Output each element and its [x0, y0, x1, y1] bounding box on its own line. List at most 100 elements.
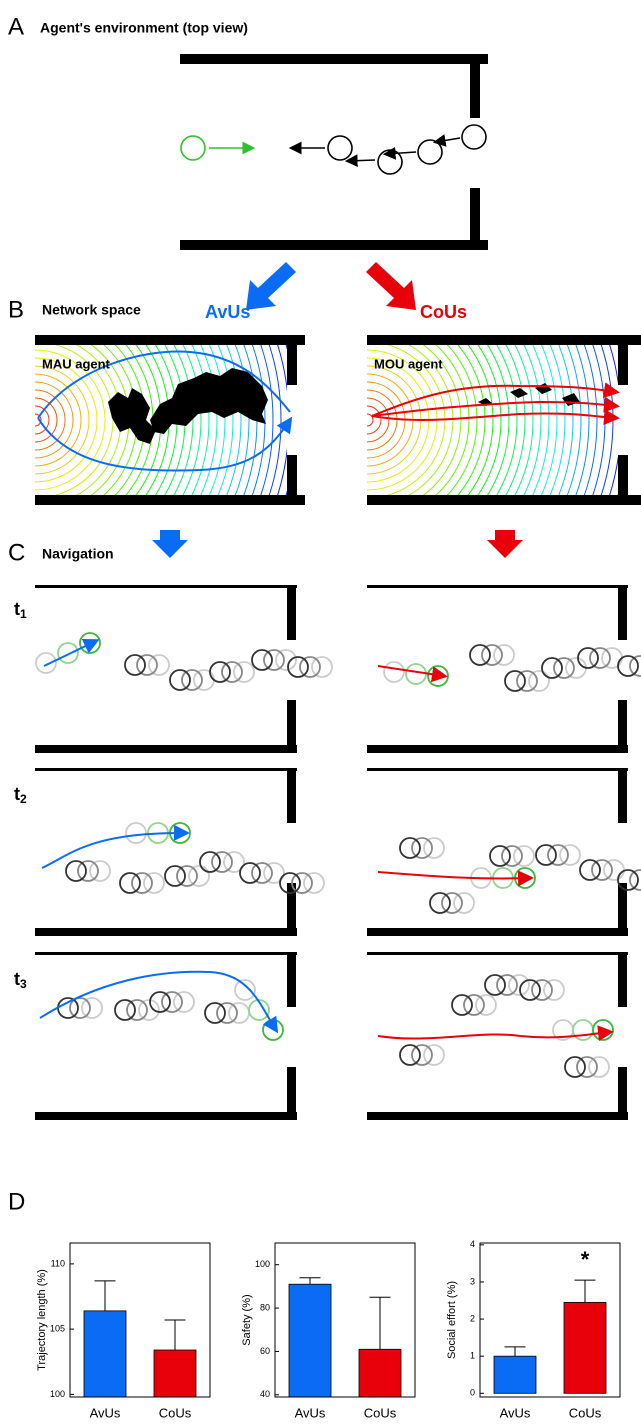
panel-letter: C: [8, 539, 25, 566]
y-tick-label: 1: [470, 1351, 475, 1361]
agent: [181, 669, 203, 691]
contour: [367, 397, 390, 443]
contour: [35, 389, 66, 451]
agent: [303, 872, 325, 894]
agent: [481, 644, 503, 666]
agent: [279, 872, 301, 894]
contour: [191, 345, 210, 495]
agent: [572, 1019, 594, 1041]
agent: [287, 656, 309, 678]
panel-title: Network space: [42, 302, 141, 318]
y-tick-label: 40: [260, 1389, 270, 1399]
agent: [57, 997, 79, 1019]
agent: [617, 655, 639, 677]
contour: [558, 345, 574, 495]
y-tick-label: 60: [260, 1346, 270, 1356]
wall: [287, 585, 296, 640]
agent: [411, 837, 433, 859]
wall: [367, 952, 628, 955]
agent: [173, 991, 195, 1013]
agent: [221, 661, 243, 683]
network-walls: [35, 335, 641, 505]
contour: [367, 389, 398, 451]
agent: [161, 991, 183, 1013]
bar: [358, 1348, 402, 1398]
condition-label: AvUs: [205, 302, 250, 322]
time-step: t3: [14, 969, 27, 991]
agent: [119, 872, 141, 894]
agent: [164, 865, 186, 887]
time-base: t: [14, 969, 20, 989]
condition-label: CoUs: [420, 302, 467, 322]
agent: [601, 647, 623, 669]
wall: [35, 585, 297, 588]
agent: [531, 979, 553, 1001]
x-tick-label: AvUs: [90, 1405, 121, 1420]
bar: [153, 1349, 197, 1398]
agent: [239, 862, 261, 884]
agent: [565, 657, 587, 679]
agent: [399, 837, 421, 859]
y-tick-label: 80: [260, 1302, 270, 1312]
trajectories: [37, 350, 620, 472]
contour: [367, 381, 406, 459]
agent: [508, 974, 530, 996]
contour: [575, 345, 590, 495]
y-tick-label: 0: [470, 1388, 475, 1398]
bar: [493, 1355, 537, 1394]
contour: [54, 345, 114, 495]
x-tick-label: CoUs: [569, 1405, 602, 1420]
agent: [489, 845, 511, 867]
x-tick-label: CoUs: [159, 1405, 192, 1420]
agent: [291, 872, 313, 894]
agent: [591, 859, 613, 881]
y-tick-label: 3: [470, 1276, 475, 1286]
panel-letter: A: [8, 13, 24, 40]
time-base: t: [14, 784, 20, 804]
agent: [577, 647, 599, 669]
contour: [367, 405, 382, 435]
contour: [486, 345, 510, 495]
agents: [180, 124, 487, 175]
agent: [299, 656, 321, 678]
obstacles: [108, 368, 580, 444]
ego-path: [377, 1025, 614, 1042]
contour: [505, 345, 526, 495]
agent: [114, 999, 136, 1021]
agent: [423, 837, 445, 859]
contour: [35, 373, 82, 467]
x-tick-label: AvUs: [295, 1405, 326, 1420]
wall: [35, 745, 297, 753]
contour: [549, 345, 566, 495]
wall: [618, 883, 627, 936]
wall: [287, 952, 296, 1007]
time-sub: 2: [20, 792, 27, 806]
contour: [234, 345, 250, 495]
wall: [35, 1112, 297, 1120]
contour: [200, 345, 218, 495]
wall: [287, 883, 296, 936]
agent: [234, 979, 256, 1001]
wall: [367, 1112, 628, 1120]
agent: [629, 869, 641, 891]
agent: [251, 862, 273, 884]
contour: [208, 345, 226, 495]
contour: [467, 345, 494, 495]
agent: [579, 859, 601, 881]
agent-label: MOU agent: [374, 356, 443, 371]
y-tick-label: 100: [255, 1259, 270, 1269]
wall: [35, 768, 297, 771]
wall: [367, 928, 628, 936]
contour: [35, 413, 42, 427]
agent: [589, 647, 611, 669]
big-arrow: [366, 262, 416, 310]
agent: [504, 670, 526, 692]
agent: [484, 974, 506, 996]
contour: [477, 345, 502, 495]
agent: [209, 661, 231, 683]
ego-arrow: [377, 665, 448, 683]
agent: [496, 974, 518, 996]
contour: [457, 345, 486, 495]
agent: [148, 654, 170, 676]
